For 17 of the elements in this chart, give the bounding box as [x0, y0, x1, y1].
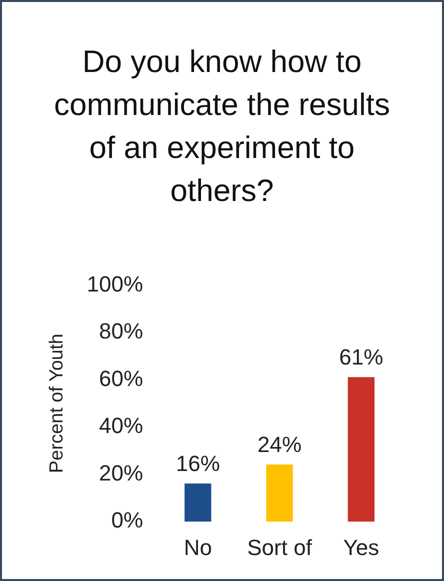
data-label: 61%	[339, 344, 384, 370]
data-label: 16%	[176, 450, 220, 476]
bar	[266, 464, 293, 522]
y-axis-title: Percent of Youth	[46, 334, 68, 474]
data-label: 24%	[258, 432, 302, 457]
y-tick-label: 40%	[99, 413, 144, 438]
x-tick-label: Yes	[343, 534, 380, 560]
y-tick-label: 100%	[86, 271, 144, 296]
bar	[184, 483, 212, 522]
x-tick-label: No	[184, 534, 212, 560]
y-tick-label: 60%	[99, 366, 144, 391]
y-tick-label: 20%	[99, 460, 144, 486]
chart-title: Do you know how to communicate the results of an experiment to others?	[53, 43, 391, 210]
y-tick-label: 80%	[99, 318, 144, 344]
y-tick-label: 0%	[111, 508, 144, 533]
x-tick-label: Sort of	[247, 534, 313, 560]
bar	[348, 377, 375, 522]
